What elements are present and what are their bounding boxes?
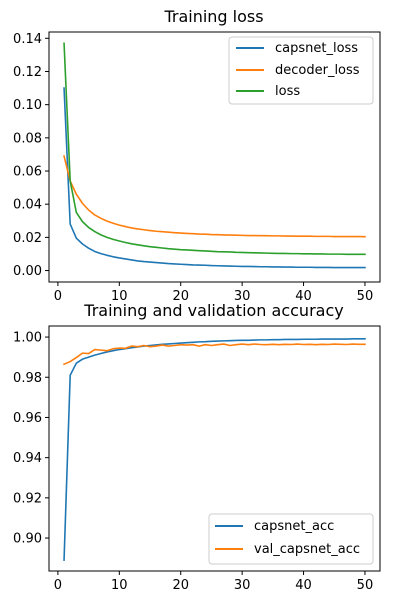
x-tick-label: 30 (234, 289, 251, 304)
accuracy-chart: Training and validation accuracy 0 10 20 30… (13, 301, 381, 593)
x-tick-label: 20 (172, 289, 189, 304)
y-tick-label: 0.92 (13, 491, 42, 506)
loss-chart-title: Training loss (163, 7, 263, 26)
y-tick-label: 0.10 (13, 98, 42, 113)
legend-label-decoder-loss: decoder_loss (275, 63, 360, 78)
loss-chart-frame (48, 31, 381, 283)
accuracy-chart-legend: capsnet_acc val_capsnet_acc (208, 513, 374, 565)
series-line-loss (63, 42, 366, 256)
y-tick-label: 0.12 (13, 65, 42, 80)
legend-label-capsnet-acc: capsnet_acc (254, 519, 334, 534)
series-line-capsnet-acc (63, 338, 366, 561)
y-tick-label: 0.04 (13, 198, 42, 213)
x-tick-label: 50 (357, 289, 374, 304)
legend-label-loss: loss (275, 84, 300, 99)
legend-label-val-capsnet-acc: val_capsnet_acc (254, 542, 360, 557)
x-tick-label: 10 (111, 289, 128, 304)
loss-chart-x-axis: 0 10 20 30 40 50 (54, 282, 373, 304)
y-tick-label: 0.00 (13, 264, 42, 279)
x-tick-label: 40 (295, 289, 312, 304)
accuracy-chart-lines (63, 338, 366, 561)
loss-chart-lines (63, 42, 366, 269)
accuracy-chart-frame (48, 325, 381, 572)
y-tick-label: 0.98 (13, 371, 42, 386)
series-line-val-capsnet-acc (63, 343, 366, 366)
accuracy-chart-y-axis: 0.90 0.92 0.94 0.96 0.98 1.00 (13, 331, 49, 547)
y-tick-label: 0.06 (13, 165, 42, 180)
y-tick-label: 0.96 (13, 411, 42, 426)
x-tick-label: 50 (357, 578, 374, 593)
x-tick-label: 0 (54, 289, 62, 304)
legend-box (228, 36, 374, 105)
series-line-decoder-loss (63, 155, 366, 238)
x-tick-label: 20 (172, 578, 189, 593)
x-tick-label: 10 (111, 578, 128, 593)
legend-label-capsnet-loss: capsnet_loss (275, 41, 358, 56)
y-tick-label: 0.90 (13, 532, 42, 547)
x-tick-label: 40 (295, 578, 312, 593)
accuracy-chart-title: Training and validation accuracy (83, 301, 343, 320)
legend-box (208, 513, 374, 565)
x-tick-label: 0 (54, 578, 62, 593)
y-tick-label: 0.94 (13, 451, 42, 466)
series-line-capsnet-loss (63, 87, 366, 269)
loss-chart-legend: capsnet_loss decoder_loss loss (228, 36, 374, 105)
loss-chart: Training loss 0 10 20 30 40 50 0.000.020.040.… (13, 7, 381, 304)
loss-chart-y-axis: 0.00 0.02 0.04 0.06 0.08 0.10 0.12 0.14 (13, 32, 49, 279)
y-tick-label: 0.14 (13, 32, 42, 47)
y-tick-label: 0.02 (13, 231, 42, 246)
y-tick-label: 1.00 (13, 331, 42, 346)
y-tick-label: 0.08 (13, 131, 42, 146)
x-tick-label: 30 (234, 578, 251, 593)
accuracy-chart-x-axis: 0 10 20 30 40 50 (54, 571, 373, 593)
